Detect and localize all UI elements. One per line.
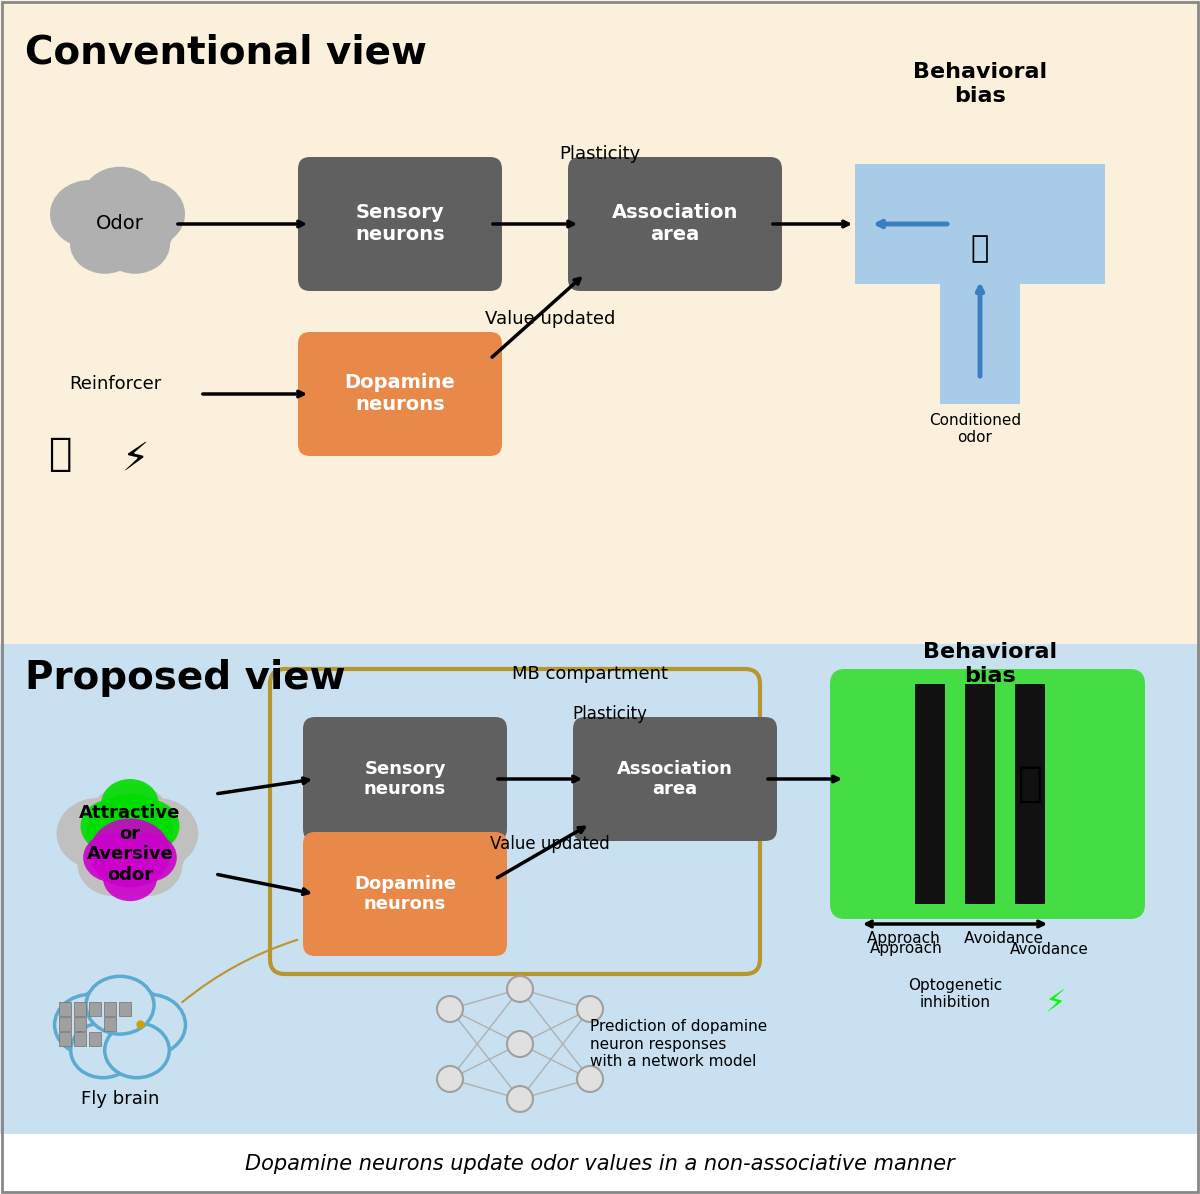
- Text: Plasticity: Plasticity: [572, 704, 648, 724]
- Text: Sensory
neurons: Sensory neurons: [355, 203, 445, 245]
- Text: MB compartment: MB compartment: [512, 665, 668, 683]
- Ellipse shape: [86, 977, 154, 1034]
- Text: Reinforcer: Reinforcer: [68, 375, 161, 393]
- Text: Odor: Odor: [96, 215, 144, 234]
- Text: Attractive
or
Aversive
odor: Attractive or Aversive odor: [79, 804, 181, 885]
- Ellipse shape: [72, 795, 187, 893]
- FancyBboxPatch shape: [59, 1032, 71, 1046]
- Circle shape: [437, 1066, 463, 1093]
- Text: 🍎: 🍎: [48, 435, 72, 473]
- FancyBboxPatch shape: [104, 1017, 116, 1030]
- FancyBboxPatch shape: [298, 332, 502, 456]
- Text: ⚡: ⚡: [1044, 990, 1066, 1018]
- Text: Approach     Avoidance: Approach Avoidance: [868, 931, 1043, 947]
- Ellipse shape: [103, 855, 157, 901]
- FancyBboxPatch shape: [89, 1032, 101, 1046]
- Ellipse shape: [67, 984, 173, 1073]
- Ellipse shape: [65, 177, 175, 271]
- Text: Fly brain: Fly brain: [80, 1090, 160, 1108]
- FancyBboxPatch shape: [59, 1017, 71, 1030]
- FancyBboxPatch shape: [89, 1002, 101, 1016]
- Text: Plasticity: Plasticity: [559, 144, 641, 164]
- FancyBboxPatch shape: [965, 684, 995, 904]
- Ellipse shape: [82, 167, 158, 232]
- FancyBboxPatch shape: [0, 644, 1200, 1134]
- Ellipse shape: [78, 833, 151, 897]
- Text: 🐝: 🐝: [1018, 763, 1043, 805]
- FancyBboxPatch shape: [574, 718, 778, 841]
- FancyBboxPatch shape: [59, 1002, 71, 1016]
- Ellipse shape: [90, 783, 170, 851]
- Text: Behavioral
bias: Behavioral bias: [923, 642, 1057, 685]
- Ellipse shape: [54, 995, 126, 1055]
- Text: Conditioned
odor: Conditioned odor: [929, 413, 1021, 445]
- Circle shape: [437, 996, 463, 1022]
- Text: 🪰: 🪰: [971, 234, 989, 264]
- Text: Conventional view: Conventional view: [25, 33, 427, 72]
- FancyBboxPatch shape: [104, 1002, 116, 1016]
- Ellipse shape: [114, 798, 198, 869]
- Ellipse shape: [114, 995, 186, 1055]
- Text: ⚡: ⚡: [121, 441, 149, 478]
- Text: Association
area: Association area: [612, 203, 738, 245]
- Text: Dopamine
neurons: Dopamine neurons: [354, 874, 456, 913]
- Ellipse shape: [109, 833, 182, 897]
- FancyBboxPatch shape: [0, 1134, 1200, 1194]
- FancyBboxPatch shape: [1015, 684, 1045, 904]
- FancyBboxPatch shape: [74, 1002, 86, 1016]
- FancyBboxPatch shape: [916, 684, 946, 904]
- Ellipse shape: [90, 819, 170, 887]
- Circle shape: [508, 975, 533, 1002]
- Ellipse shape: [119, 833, 176, 882]
- Ellipse shape: [100, 214, 170, 273]
- FancyBboxPatch shape: [568, 156, 782, 291]
- Text: Association
area: Association area: [617, 759, 733, 799]
- Circle shape: [508, 1087, 533, 1112]
- FancyBboxPatch shape: [302, 718, 508, 841]
- Ellipse shape: [80, 799, 144, 853]
- FancyBboxPatch shape: [940, 279, 1020, 404]
- Text: Proposed view: Proposed view: [25, 659, 346, 697]
- FancyBboxPatch shape: [119, 1002, 131, 1016]
- Circle shape: [577, 996, 604, 1022]
- FancyBboxPatch shape: [830, 669, 1145, 919]
- Ellipse shape: [116, 799, 180, 853]
- FancyBboxPatch shape: [302, 832, 508, 956]
- Circle shape: [508, 1030, 533, 1057]
- Text: Dopamine neurons update odor values in a non-associative manner: Dopamine neurons update odor values in a…: [245, 1153, 955, 1174]
- Text: Approach: Approach: [870, 942, 943, 956]
- Text: Dopamine
neurons: Dopamine neurons: [344, 374, 455, 414]
- Text: Avoidance: Avoidance: [1010, 942, 1088, 956]
- FancyBboxPatch shape: [856, 164, 1105, 284]
- Text: Value updated: Value updated: [490, 835, 610, 853]
- Ellipse shape: [86, 794, 173, 867]
- FancyBboxPatch shape: [298, 156, 502, 291]
- Ellipse shape: [56, 798, 140, 869]
- Text: Optogenetic
inhibition: Optogenetic inhibition: [908, 978, 1002, 1010]
- Ellipse shape: [83, 833, 140, 882]
- FancyBboxPatch shape: [74, 1032, 86, 1046]
- Ellipse shape: [50, 180, 130, 248]
- FancyBboxPatch shape: [0, 0, 1200, 644]
- Ellipse shape: [70, 214, 140, 273]
- Ellipse shape: [104, 1023, 169, 1078]
- FancyBboxPatch shape: [74, 1017, 86, 1030]
- Text: Value updated: Value updated: [485, 310, 616, 328]
- Ellipse shape: [71, 1023, 136, 1078]
- Text: Behavioral
bias: Behavioral bias: [913, 62, 1048, 105]
- Text: Sensory
neurons: Sensory neurons: [364, 759, 446, 799]
- Text: Prediction of dopamine
neuron responses
with a network model: Prediction of dopamine neuron responses …: [590, 1020, 767, 1069]
- Circle shape: [577, 1066, 604, 1093]
- Ellipse shape: [101, 778, 158, 827]
- Ellipse shape: [106, 180, 185, 248]
